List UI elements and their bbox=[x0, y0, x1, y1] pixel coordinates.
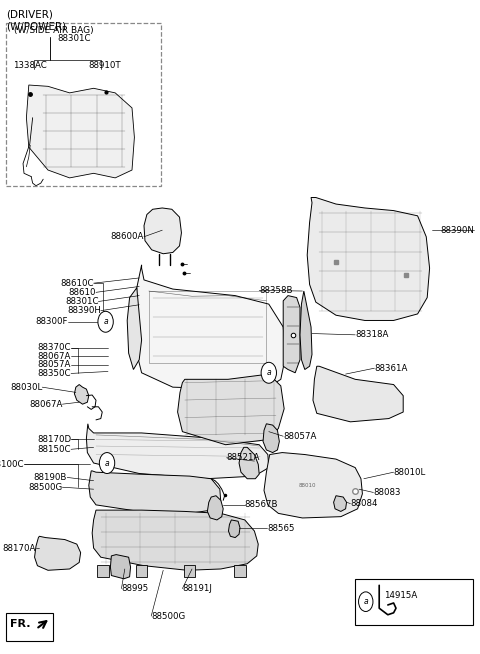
Polygon shape bbox=[97, 565, 109, 577]
Text: 88318A: 88318A bbox=[355, 330, 389, 339]
Text: a: a bbox=[103, 317, 108, 326]
Circle shape bbox=[261, 362, 276, 383]
Text: 88150C: 88150C bbox=[37, 445, 71, 454]
Text: 88100C: 88100C bbox=[0, 460, 24, 469]
Polygon shape bbox=[234, 565, 246, 577]
Text: 88190B: 88190B bbox=[34, 473, 67, 482]
Bar bbox=[6, 23, 161, 186]
Text: 88500G: 88500G bbox=[151, 611, 185, 621]
Text: 88610: 88610 bbox=[69, 288, 96, 297]
Text: 88067A: 88067A bbox=[37, 352, 71, 361]
Text: 88191J: 88191J bbox=[182, 584, 212, 593]
Circle shape bbox=[99, 453, 115, 473]
Text: 88030L: 88030L bbox=[10, 383, 42, 392]
Polygon shape bbox=[92, 510, 258, 570]
Text: FR.: FR. bbox=[10, 619, 30, 629]
Text: (W/POWER): (W/POWER) bbox=[6, 22, 66, 31]
Text: (DRIVER): (DRIVER) bbox=[6, 10, 53, 20]
Text: 88565: 88565 bbox=[267, 524, 295, 533]
Polygon shape bbox=[127, 288, 142, 370]
Text: 88301C: 88301C bbox=[65, 297, 98, 306]
Text: 88067A: 88067A bbox=[29, 400, 62, 409]
Polygon shape bbox=[135, 265, 286, 389]
Polygon shape bbox=[110, 555, 131, 579]
Polygon shape bbox=[26, 85, 134, 178]
Bar bbox=[6, 613, 53, 641]
Polygon shape bbox=[86, 424, 269, 479]
Text: 88301C: 88301C bbox=[58, 34, 91, 43]
Text: a: a bbox=[363, 597, 368, 606]
Bar bbox=[355, 579, 473, 625]
Polygon shape bbox=[283, 296, 300, 373]
Text: 88010L: 88010L bbox=[394, 468, 426, 477]
Polygon shape bbox=[89, 471, 221, 513]
Circle shape bbox=[98, 311, 113, 332]
Text: 88170A: 88170A bbox=[2, 543, 36, 553]
Text: (W/SIDE AIR BAG): (W/SIDE AIR BAG) bbox=[14, 26, 94, 35]
Text: 88300F: 88300F bbox=[36, 317, 68, 326]
Text: 88057A: 88057A bbox=[37, 360, 71, 370]
Polygon shape bbox=[313, 366, 403, 422]
Text: 88390N: 88390N bbox=[440, 226, 474, 235]
Polygon shape bbox=[239, 447, 259, 479]
Text: 88995: 88995 bbox=[121, 584, 149, 593]
Text: 1338AC: 1338AC bbox=[13, 61, 47, 70]
Polygon shape bbox=[300, 291, 312, 370]
Text: 88390H: 88390H bbox=[67, 306, 101, 315]
Text: 88084: 88084 bbox=[350, 499, 378, 508]
Text: 88500G: 88500G bbox=[28, 483, 62, 492]
Text: 88610C: 88610C bbox=[60, 279, 94, 288]
Polygon shape bbox=[228, 520, 240, 538]
Text: 88057A: 88057A bbox=[283, 432, 317, 441]
Polygon shape bbox=[35, 536, 81, 570]
Polygon shape bbox=[334, 496, 347, 511]
Text: 88370C: 88370C bbox=[37, 343, 71, 353]
Text: 88083: 88083 bbox=[373, 488, 401, 497]
Text: a: a bbox=[266, 368, 271, 377]
Circle shape bbox=[359, 592, 373, 611]
Polygon shape bbox=[178, 374, 284, 445]
Text: 88521A: 88521A bbox=[227, 453, 260, 462]
Polygon shape bbox=[307, 198, 430, 320]
Text: a: a bbox=[105, 458, 109, 468]
Text: 88910T: 88910T bbox=[89, 61, 121, 70]
Text: 88010: 88010 bbox=[299, 483, 316, 489]
Polygon shape bbox=[263, 424, 279, 453]
Polygon shape bbox=[136, 565, 147, 577]
Polygon shape bbox=[264, 453, 362, 518]
Polygon shape bbox=[74, 385, 89, 404]
Text: 88170D: 88170D bbox=[37, 435, 71, 444]
Polygon shape bbox=[184, 565, 195, 577]
Text: 14915A: 14915A bbox=[384, 591, 417, 600]
Text: 88600A: 88600A bbox=[110, 232, 144, 241]
Text: 88350C: 88350C bbox=[37, 369, 71, 378]
Text: 88358B: 88358B bbox=[259, 286, 293, 295]
Text: 88567B: 88567B bbox=[245, 500, 278, 509]
Polygon shape bbox=[144, 208, 181, 254]
Text: 88361A: 88361A bbox=[374, 364, 408, 373]
Polygon shape bbox=[207, 496, 223, 520]
